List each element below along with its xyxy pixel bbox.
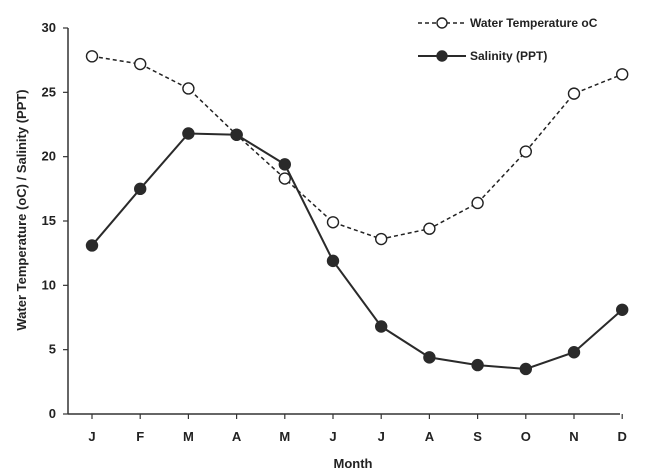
- data-point: [423, 351, 436, 364]
- x-tick-label: M: [279, 429, 290, 444]
- y-tick-label: 0: [49, 406, 56, 421]
- data-point: [567, 346, 581, 359]
- legend-label: Salinity (PPT): [470, 49, 547, 63]
- y-ticks: 0 5 10 15 20 25 30: [42, 20, 68, 421]
- x-tick-label: J: [378, 429, 385, 444]
- legend-label: Water Temperature oC: [470, 16, 598, 30]
- y-tick-label: 15: [42, 213, 56, 228]
- data-point: [471, 196, 484, 210]
- series-water-temperature: [85, 50, 629, 246]
- y-axis-title-group: Water Temperature (oC) / Salinity (PPT): [14, 89, 29, 330]
- data-point: [326, 216, 340, 229]
- data-point: [471, 358, 484, 372]
- data-point: [326, 254, 340, 268]
- data-point: [133, 182, 147, 196]
- y-tick-label: 30: [42, 20, 56, 35]
- x-tick-label: A: [425, 429, 435, 444]
- data-point: [85, 50, 99, 63]
- data-point: [375, 232, 388, 246]
- data-point: [567, 87, 581, 100]
- y-tick-label: 10: [42, 277, 56, 292]
- series-layer: [85, 50, 629, 376]
- x-tick-label: J: [88, 429, 95, 444]
- series-line: [91, 55, 623, 240]
- legend-marker: [436, 50, 448, 62]
- data-point: [133, 57, 147, 71]
- y-tick-label: 5: [49, 342, 56, 357]
- data-point: [519, 362, 532, 376]
- data-point: [375, 320, 388, 333]
- data-point: [423, 222, 436, 235]
- x-tick-label: N: [569, 429, 578, 444]
- y-axis-title: Water Temperature (oC) / Salinity (PPT): [14, 89, 29, 330]
- data-point: [519, 145, 532, 158]
- axes: [67, 28, 620, 415]
- data-point: [230, 128, 243, 141]
- data-point: [278, 172, 291, 185]
- series-line: [91, 132, 623, 370]
- data-point: [616, 303, 629, 316]
- x-tick-label: J: [329, 429, 336, 444]
- y-tick-label: 25: [42, 84, 56, 99]
- data-point: [182, 82, 195, 95]
- data-point: [278, 158, 291, 171]
- data-point: [616, 68, 629, 81]
- x-axis-title: Month: [334, 456, 373, 471]
- x-tick-label: D: [618, 429, 627, 444]
- legend: Water Temperature oC Salinity (PPT): [418, 16, 598, 63]
- data-point: [85, 239, 99, 252]
- x-tick-label: A: [232, 429, 242, 444]
- legend-marker: [436, 17, 448, 29]
- y-tick-label: 20: [42, 149, 56, 164]
- data-point: [182, 127, 195, 140]
- x-tick-label: M: [183, 429, 194, 444]
- x-tick-label: S: [473, 429, 482, 444]
- series-salinity: [85, 127, 629, 376]
- x-tick-label: F: [136, 429, 144, 444]
- x-tick-label: O: [521, 429, 531, 444]
